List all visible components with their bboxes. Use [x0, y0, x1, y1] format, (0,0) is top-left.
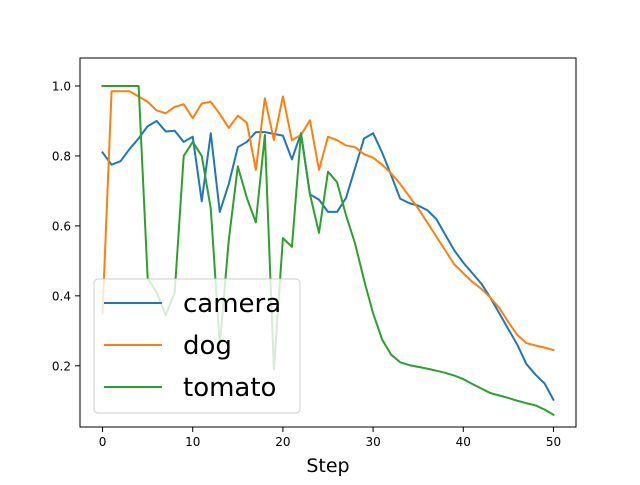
- y-axis: 0.2 0.4 0.6 0.8 1.0: [52, 79, 80, 373]
- legend-label-camera: camera: [183, 289, 281, 319]
- legend-label-dog: dog: [183, 331, 232, 361]
- plot-lines: [101, 84, 555, 417]
- legend-box: [93, 278, 301, 414]
- x-tick-label: 50: [546, 435, 561, 449]
- x-tick-label: 20: [275, 435, 290, 449]
- plot-frame: [79, 57, 577, 428]
- x-tick-label: 30: [365, 435, 380, 449]
- y-tick-label: 0.4: [52, 289, 71, 303]
- y-tick-label: 1.0: [52, 79, 71, 93]
- x-tick-label: 0: [99, 435, 107, 449]
- x-axis-label: Step: [306, 455, 349, 477]
- x-axis: 0 10 20 30 40 50: [99, 427, 561, 449]
- y-tick-label: 0.8: [52, 149, 71, 163]
- legend-label-tomato: tomato: [183, 373, 276, 403]
- y-tick-label: 0.6: [52, 219, 71, 233]
- series-line-camera: [101, 119, 555, 402]
- y-tick-label: 0.2: [52, 359, 71, 373]
- series-line-tomato: [101, 84, 555, 417]
- x-tick-label: 10: [185, 435, 200, 449]
- x-tick-label: 40: [456, 435, 471, 449]
- series-line-dog: [101, 90, 555, 352]
- legend: camera dog tomato: [93, 278, 301, 414]
